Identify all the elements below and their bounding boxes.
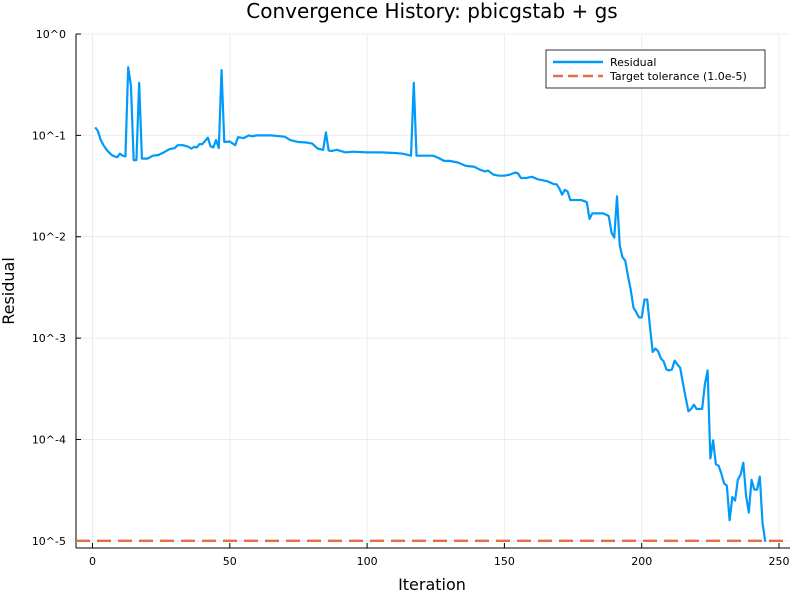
x-tick-label: 100 xyxy=(357,555,378,568)
x-tick-label: 250 xyxy=(769,555,790,568)
legend-box xyxy=(545,49,766,89)
legend-label-tolerance: Target tolerance (1.0e-5) xyxy=(609,70,747,83)
x-tick-label: 150 xyxy=(494,555,515,568)
y-tick-label: 10^-4 xyxy=(32,433,66,446)
chart-title: Convergence History: pbicgstab + gs xyxy=(246,0,617,23)
residual-series-line xyxy=(94,66,767,542)
series-layer xyxy=(76,66,790,543)
y-axis-label: Residual xyxy=(0,257,18,325)
grid-layer xyxy=(76,33,790,548)
legend: Residual Target tolerance (1.0e-5) xyxy=(545,49,766,89)
ticks-layer: 0 50 100 150 200 250 10^0 10^-1 10^-2 10^-3 10^-4 1… xyxy=(32,28,790,568)
x-tick-label: 200 xyxy=(631,555,652,568)
x-tick-label: 0 xyxy=(89,555,96,568)
legend-label-residual: Residual xyxy=(610,56,656,69)
axes-layer xyxy=(75,34,790,549)
x-axis-label: Iteration xyxy=(398,575,466,594)
y-tick-label: 10^-1 xyxy=(32,129,66,142)
y-tick-label: 10^-2 xyxy=(32,231,66,244)
y-tick-label: 10^0 xyxy=(36,28,66,41)
x-tick-label: 50 xyxy=(223,555,237,568)
y-tick-label: 10^-5 xyxy=(32,535,66,548)
y-tick-label: 10^-3 xyxy=(32,332,66,345)
